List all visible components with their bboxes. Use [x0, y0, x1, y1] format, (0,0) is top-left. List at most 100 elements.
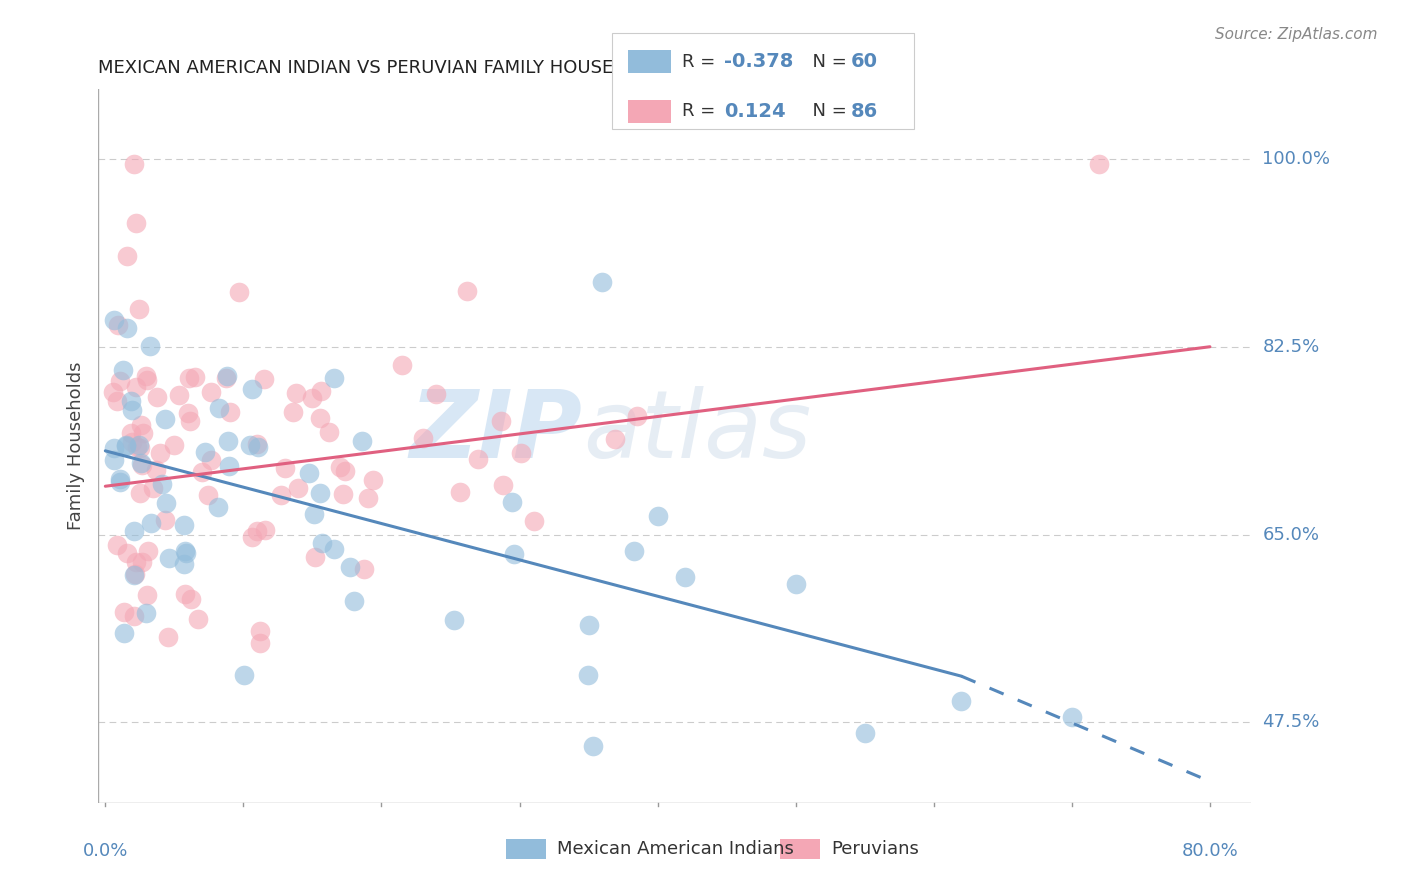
Point [184, 369, 207, 384]
Point [162, 437, 184, 451]
Point [322, 542, 344, 557]
Point [582, 739, 605, 754]
Point [412, 431, 434, 445]
Point [187, 612, 209, 626]
Point [129, 486, 152, 500]
Point [115, 439, 138, 453]
Point [124, 380, 146, 394]
Point [128, 438, 150, 452]
Point [115, 438, 138, 452]
Point [127, 440, 149, 454]
Text: N =: N = [801, 53, 853, 70]
Point [121, 403, 143, 417]
Point [228, 285, 250, 300]
Point [361, 473, 384, 487]
Point [456, 284, 478, 298]
Text: atlas: atlas [582, 386, 811, 477]
Text: -0.378: -0.378 [724, 52, 793, 71]
Point [623, 544, 645, 558]
Point [157, 631, 180, 645]
Point [139, 339, 162, 353]
Point [121, 434, 143, 449]
Point [173, 557, 195, 571]
Point [108, 475, 131, 490]
Point [103, 313, 125, 327]
Point [252, 372, 274, 386]
Y-axis label: Family Households: Family Households [66, 362, 84, 530]
Point [208, 401, 231, 416]
Text: N =: N = [801, 103, 853, 120]
Point [501, 495, 523, 509]
Point [107, 318, 129, 332]
Point [207, 500, 229, 514]
Text: Source: ZipAtlas.com: Source: ZipAtlas.com [1215, 27, 1378, 42]
Point [443, 613, 465, 627]
Point [249, 624, 271, 638]
Point [492, 478, 515, 492]
Point [343, 594, 366, 608]
Text: 65.0%: 65.0% [1263, 525, 1319, 543]
Point [274, 460, 297, 475]
Point [308, 486, 330, 500]
Point [131, 458, 153, 472]
Text: 47.5%: 47.5% [1263, 714, 1320, 731]
Point [135, 369, 157, 384]
Point [215, 369, 238, 384]
Text: 0.0%: 0.0% [83, 842, 128, 860]
Point [179, 414, 201, 428]
Point [197, 488, 219, 502]
Point [246, 524, 269, 538]
Point [200, 453, 222, 467]
Point [449, 485, 471, 500]
Point [332, 487, 354, 501]
Text: 86: 86 [851, 102, 877, 121]
Point [240, 383, 263, 397]
Point [111, 363, 134, 377]
Point [253, 524, 276, 538]
Point [603, 432, 626, 446]
Point [108, 472, 131, 486]
Point [510, 445, 533, 459]
Point [785, 577, 807, 591]
Point [108, 374, 131, 388]
Point [135, 606, 157, 620]
Point [311, 536, 333, 550]
Text: R =: R = [682, 53, 721, 70]
Point [647, 508, 669, 523]
Point [128, 441, 150, 455]
Point [129, 417, 152, 432]
Point [103, 453, 125, 467]
Point [115, 320, 138, 334]
Point [124, 567, 146, 582]
Point [129, 456, 152, 470]
Point [115, 248, 138, 262]
Point [174, 546, 197, 560]
Point [150, 476, 173, 491]
Point [467, 451, 489, 466]
Point [101, 384, 124, 399]
Point [194, 445, 217, 459]
Text: ZIP: ZIP [409, 385, 582, 478]
Point [950, 694, 973, 708]
Point [425, 386, 447, 401]
Point [309, 384, 332, 399]
Point [281, 404, 304, 418]
Point [503, 547, 526, 561]
Point [353, 562, 375, 576]
Point [333, 464, 356, 478]
Text: 82.5%: 82.5% [1263, 338, 1320, 356]
Point [136, 588, 159, 602]
Text: R =: R = [682, 103, 721, 120]
Point [356, 491, 378, 505]
Point [318, 425, 340, 440]
Point [301, 392, 323, 406]
Point [145, 463, 167, 477]
Point [153, 513, 176, 527]
Point [149, 446, 172, 460]
Point [287, 481, 309, 495]
Point [626, 409, 648, 423]
Point [523, 515, 546, 529]
Point [132, 426, 155, 441]
Point [117, 546, 139, 560]
Point [1060, 710, 1083, 724]
